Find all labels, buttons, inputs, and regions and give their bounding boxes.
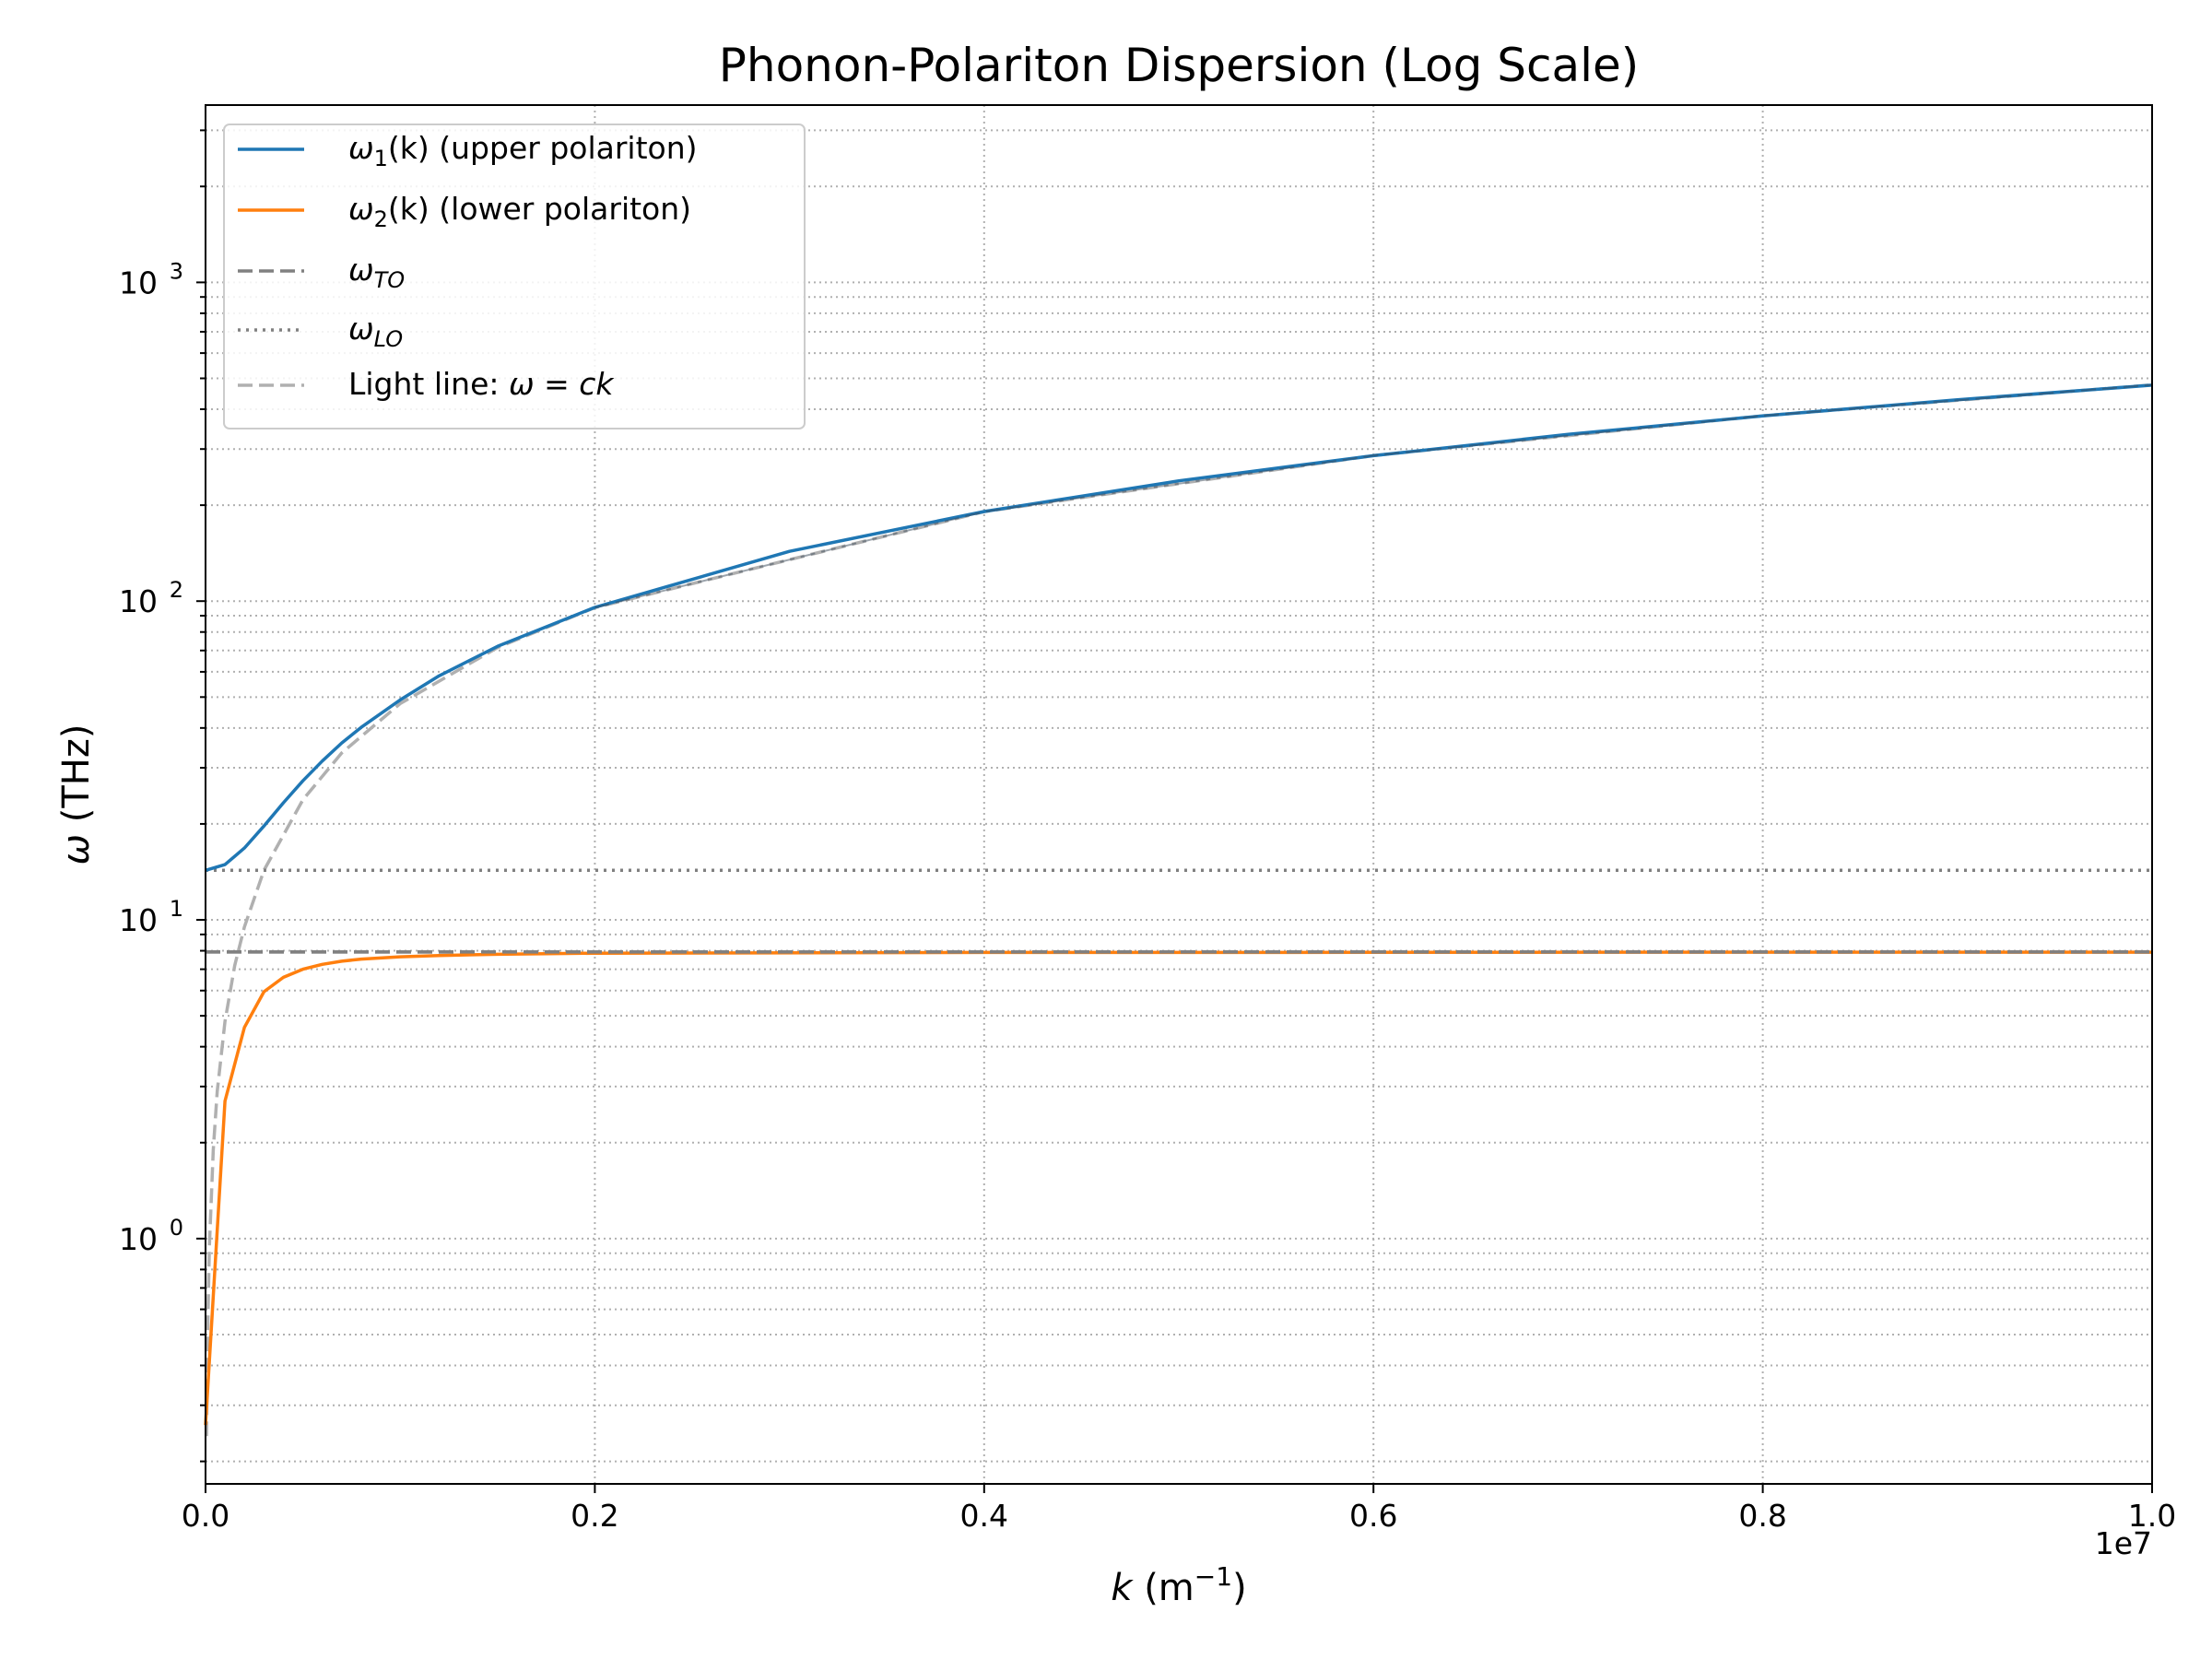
plot-frame bbox=[205, 104, 2153, 1485]
y-tick-label: 10 bbox=[119, 902, 158, 938]
y-axis-label-symbol: ω bbox=[55, 834, 98, 865]
y-tick-label-exponent: 2 bbox=[170, 577, 183, 603]
plot-lines bbox=[204, 382, 2153, 1437]
series-line-1 bbox=[204, 950, 2152, 1426]
x-tick-label: 0.8 bbox=[1738, 1498, 1786, 1534]
legend-label-0: ω1(k) (upper polariton) bbox=[348, 130, 698, 171]
chart-title: Phonon-Polariton Dispersion (Log Scale) bbox=[719, 39, 1640, 92]
y-tick-label: 10 bbox=[119, 583, 158, 619]
legend-box bbox=[223, 124, 806, 429]
legend-label-2: ωTO bbox=[348, 252, 405, 293]
y-tick-label-exponent: 1 bbox=[170, 896, 183, 922]
x-tick-label: 1.0 bbox=[2128, 1498, 2176, 1534]
y-axis-label: ω (THz) bbox=[55, 724, 98, 865]
x-axis-label-unit: (m bbox=[1132, 1567, 1194, 1609]
legend-entries: ω1(k) (upper polariton) ω2(k) (lower pola… bbox=[238, 130, 698, 402]
y-tick-label-exponent: 3 bbox=[170, 258, 183, 284]
axis-ticks: 0.0 0.2 0.4 0.6 0.8 1.0 10 0 10 1 10 2 10 3 bbox=[119, 129, 2176, 1534]
y-axis-label-unit: (THz) bbox=[55, 724, 98, 834]
light-line-overlay bbox=[594, 383, 2153, 609]
x-axis-label-exponent: −1 bbox=[1194, 1561, 1232, 1592]
x-axis-label-close: ) bbox=[1232, 1567, 1247, 1609]
x-tick-label: 0.6 bbox=[1349, 1498, 1397, 1534]
legend: ω1(k) (upper polariton) ω2(k) (lower pola… bbox=[223, 124, 806, 429]
x-tick-label: 0.4 bbox=[960, 1498, 1008, 1534]
legend-label-1: ω2(k) (lower polariton) bbox=[348, 191, 691, 232]
y-tick-label-exponent: 0 bbox=[170, 1215, 183, 1241]
x-axis-multiplier: 1e7 bbox=[2095, 1525, 2152, 1561]
x-tick-label: 0.0 bbox=[182, 1498, 229, 1534]
legend-label-4: Light line: ω = ck bbox=[348, 366, 615, 402]
y-tick-label: 10 bbox=[119, 265, 158, 300]
y-tick-label: 10 bbox=[119, 1221, 158, 1257]
x-axis-label: k (m−1) bbox=[1111, 1561, 1246, 1609]
x-axis-label-symbol: k bbox=[1111, 1567, 1134, 1609]
x-tick-label: 0.2 bbox=[571, 1498, 618, 1534]
legend-label-3: ωLO bbox=[348, 311, 403, 352]
